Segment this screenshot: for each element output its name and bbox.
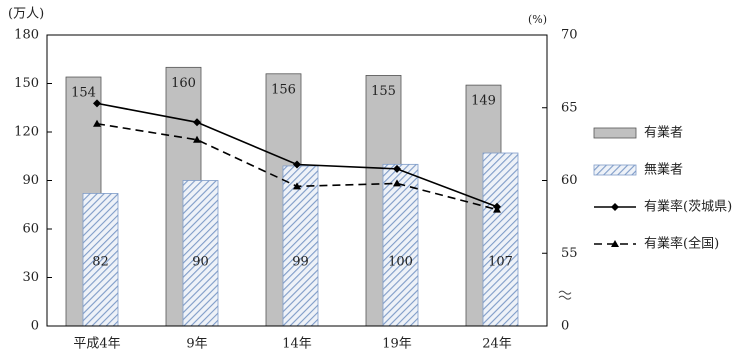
- y2-tick-label: 60: [561, 173, 578, 188]
- data-label: 90: [192, 255, 209, 270]
- bar: [382, 163, 419, 327]
- marker: [293, 182, 301, 190]
- bar: [182, 180, 219, 327]
- marker: [393, 179, 401, 187]
- legend-marker: [611, 240, 619, 247]
- y-tick-label: 90: [22, 173, 39, 188]
- bar: [482, 152, 519, 327]
- y-tick-label: 180: [14, 28, 39, 43]
- data-label: 99: [292, 255, 309, 270]
- y2-tick-label: 55: [561, 246, 578, 261]
- marker: [293, 160, 301, 169]
- y-tick-label: 0: [31, 319, 39, 334]
- marker: [193, 118, 201, 127]
- data-label: 149: [471, 94, 496, 109]
- x-tick-label: 14年: [282, 337, 312, 352]
- marker: [93, 99, 101, 108]
- y-tick-label: 60: [22, 222, 39, 237]
- x-tick-label: 19年: [382, 337, 412, 352]
- data-label: 155: [371, 84, 396, 99]
- x-tick-label: 平成4年: [73, 337, 120, 352]
- data-label: 100: [388, 255, 413, 270]
- y-unit: (万人): [8, 7, 44, 22]
- marker: [193, 135, 201, 143]
- legend-label: 有業率(茨城県): [644, 199, 732, 215]
- y-tick-label: 120: [14, 125, 39, 140]
- data-label: 82: [92, 255, 109, 270]
- legend-label: 有業率(全国): [644, 236, 719, 252]
- y2-tick-label: 0: [561, 319, 569, 334]
- y2-tick-label: 70: [561, 28, 578, 43]
- legend-label: 無業者: [644, 162, 683, 178]
- y2-tick-label: 65: [561, 100, 578, 115]
- bar: [282, 165, 319, 327]
- legend-marker: [611, 203, 619, 211]
- legend-label: 有業者: [644, 125, 683, 141]
- marker: [393, 164, 401, 173]
- marker: [93, 119, 101, 127]
- data-label: 154: [71, 86, 96, 101]
- data-label: 107: [488, 255, 513, 270]
- x-tick-label: 9年: [186, 337, 207, 352]
- marker: [493, 205, 501, 213]
- plot-frame: [46, 34, 548, 327]
- legend-swatch: [593, 164, 637, 176]
- y-tick-label: 150: [14, 76, 39, 91]
- data-label: 160: [171, 76, 196, 91]
- axis-break: [558, 290, 572, 300]
- y-tick-label: 30: [22, 270, 39, 285]
- y2-unit: (%): [528, 13, 547, 26]
- x-tick-label: 24年: [482, 337, 512, 352]
- data-label: 156: [271, 82, 296, 97]
- legend-swatch: [593, 127, 637, 139]
